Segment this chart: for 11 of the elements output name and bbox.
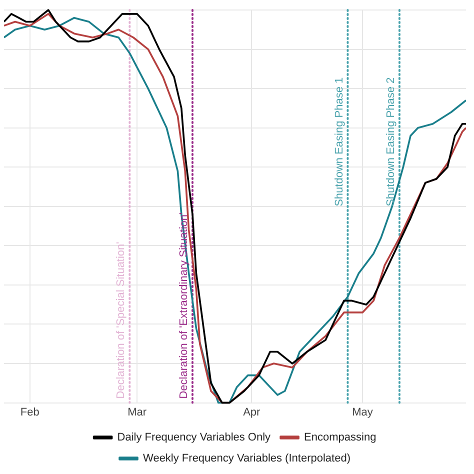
x-tick-label: Mar	[128, 406, 147, 418]
x-tick-label: Apr	[243, 406, 261, 418]
ref-line-label: Declaration of 'Extraordinary Situation'	[178, 212, 190, 399]
legend-label: Encompassing	[304, 432, 376, 444]
ref-line-label: Shutdown Easing Phase 2	[385, 77, 398, 206]
legend-label: Daily Frequency Variables Only	[117, 432, 272, 444]
ref-line-label: Shutdown Easing Phase 1	[333, 77, 346, 206]
ref-line-label: Declaration of 'Special Situation'	[115, 242, 128, 399]
legend-label: Weekly Frequency Variables (Interpolated)	[143, 452, 350, 465]
x-tick-label: Feb	[20, 406, 40, 418]
x-tick-label: May	[352, 406, 374, 418]
